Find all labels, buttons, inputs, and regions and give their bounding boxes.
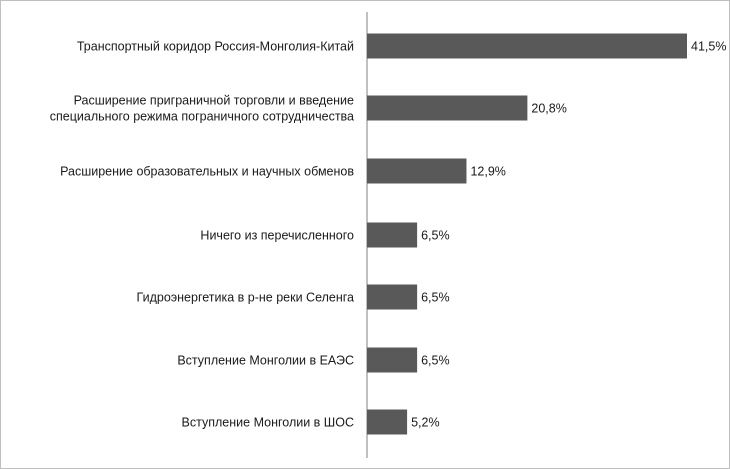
data-label: 5,2% <box>411 416 440 430</box>
bar <box>367 158 467 184</box>
data-label: 20,8% <box>531 102 566 116</box>
category-label: Транспортный коридор Россия-Монголия-Кит… <box>77 40 354 54</box>
bar <box>367 33 687 59</box>
category-label: специального режима пограничного сотрудн… <box>50 110 354 124</box>
category-label: Расширение образовательных и научных обм… <box>60 165 354 179</box>
category-label: Гидроэнергетика в р-не реки Селенга <box>137 291 355 305</box>
data-label: 41,5% <box>691 40 726 54</box>
data-label: 6,5% <box>421 354 450 368</box>
data-label: 6,5% <box>421 291 450 305</box>
bar <box>367 347 418 373</box>
category-label: Ничего из перечисленного <box>200 229 354 243</box>
category-label: Вступление Монголии в ЕАЭС <box>177 354 354 368</box>
bar <box>367 95 528 121</box>
data-label: 6,5% <box>421 229 450 243</box>
bar <box>367 409 408 435</box>
bar <box>367 222 418 248</box>
bar <box>367 284 418 310</box>
category-label: Расширение приграничной торговли и введе… <box>74 94 354 108</box>
data-label: 12,9% <box>470 165 505 179</box>
category-label: Вступление Монголии в ШОС <box>182 416 354 430</box>
